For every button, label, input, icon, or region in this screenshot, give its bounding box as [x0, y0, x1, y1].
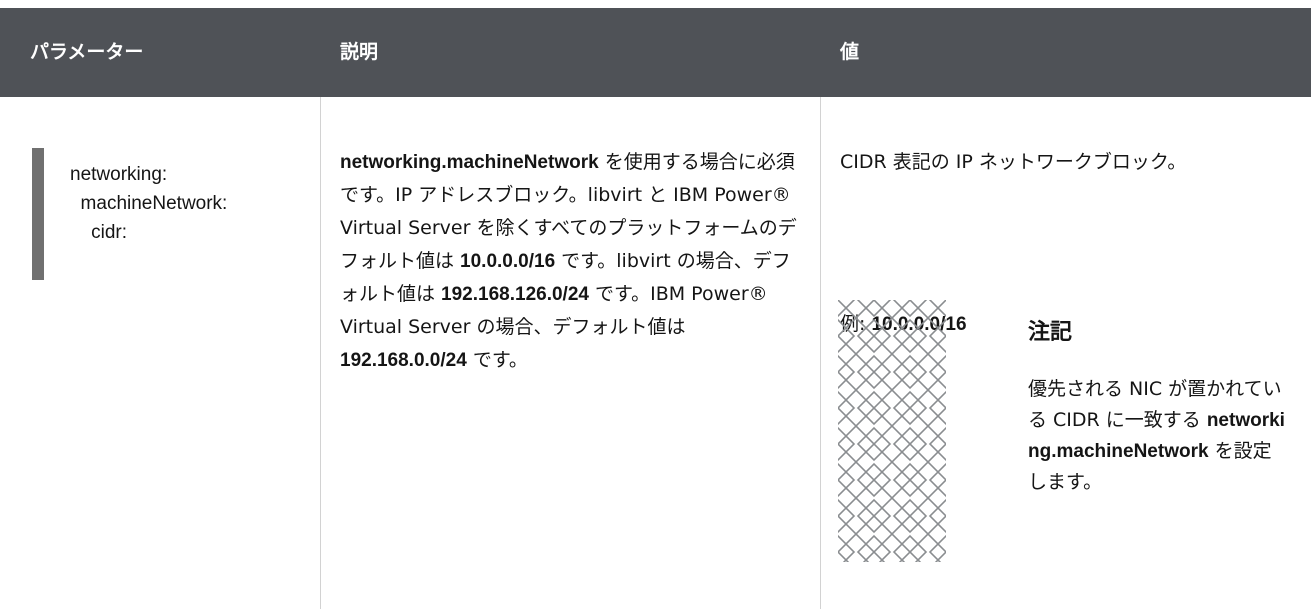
bold-text: 192.168.0.0/24 — [340, 350, 467, 371]
note-pattern — [838, 300, 946, 562]
text: を使用する場合に必須です。IP アドレスブロック。libvirt と IBM P… — [340, 151, 797, 272]
header-cell: 値 — [840, 41, 860, 63]
table-header: パラメーター 説明 値 — [0, 8, 1311, 97]
note-title: 注記 — [1028, 320, 1073, 345]
header-cell: パラメーター — [30, 41, 144, 63]
column-border — [820, 97, 821, 609]
bold-text: 10.0.0.0/16 — [460, 251, 556, 272]
bold-text: 192.168.126.0/24 — [441, 284, 589, 305]
text: です。IBM Power® Virtual Server の場合、デフォルト値は — [340, 283, 768, 338]
column-border — [320, 97, 321, 609]
bold-text: networking.machineNetwork — [340, 152, 599, 173]
description: networking.machineNetwork を使用する場合に必須です。I… — [340, 146, 802, 377]
text: 優先される NIC が置かれている CIDR に一致する — [1028, 378, 1282, 431]
parameter-code: networking: machineNetwork: cidr: — [70, 164, 228, 243]
text: です。 — [466, 349, 528, 371]
note-body: 優先される NIC が置かれている CIDR に一致する networking.… — [1028, 374, 1290, 498]
text: です。libvirt の場合、デフォルト値は — [340, 250, 791, 305]
text: を設定します。 — [1028, 440, 1272, 493]
note-icon — [838, 300, 946, 562]
header-cell: 説明 — [340, 41, 379, 63]
code-bar — [32, 148, 44, 280]
value-text: CIDR 表記の IP ネットワークブロック。 — [840, 151, 1187, 173]
bold-text: networking.machineNetwork — [1028, 410, 1285, 462]
